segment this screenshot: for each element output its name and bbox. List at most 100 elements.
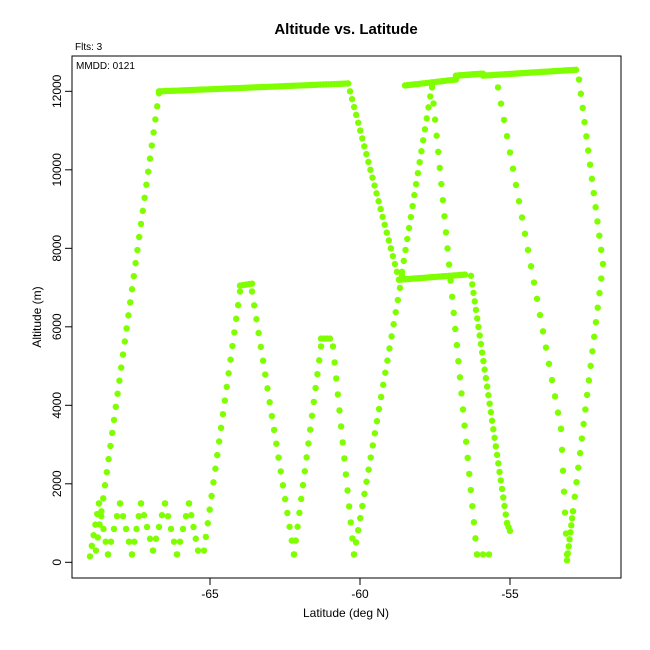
data-point [381,221,388,228]
data-point [485,391,492,399]
data-point [583,391,591,399]
data-point [502,511,509,518]
data-point [585,147,592,154]
data-point [135,512,142,520]
data-point [441,213,448,220]
data-point [102,538,109,545]
x-axis-label: Latitude (deg N) [303,606,389,620]
data-point [141,194,148,201]
data-point [497,100,505,107]
data-point [458,390,465,397]
data-point [392,308,399,316]
data-point [284,509,291,517]
data-point [96,521,103,528]
data-point [105,455,112,463]
data-point [363,478,370,485]
data-point [116,377,123,384]
data-point [390,321,397,328]
data-point [412,180,420,188]
data-point [483,383,491,390]
data-point [478,349,486,356]
data-point [561,509,569,516]
data-point [130,272,137,280]
data-point [533,295,541,302]
data-point [161,500,169,507]
data-point [103,468,111,476]
data-point [333,375,340,382]
data-point [409,202,416,210]
data-point [393,268,401,276]
data-point [204,520,211,527]
data-point [568,522,575,529]
data-point [212,465,219,472]
data-point [167,525,175,533]
data-point [312,384,319,392]
data-point [110,525,118,533]
data-point [377,393,385,401]
data-point [498,485,506,493]
data-point [139,207,146,215]
y-tick-label: 4000 [50,392,64,419]
data-point [599,260,607,268]
data-point [567,529,574,536]
data-point [467,486,474,494]
data-point [387,245,395,252]
data-point [214,451,221,459]
data-point [137,220,145,228]
x-tick-label: -60 [351,587,369,601]
data-point [86,553,94,560]
data-point [98,512,105,520]
data-point [123,325,130,332]
data-point [88,542,96,550]
data-point [470,519,478,526]
data-point [125,312,132,319]
data-point [206,506,213,513]
data-point [188,512,195,519]
data-point [155,523,163,531]
data-point [359,135,366,142]
data-point [146,155,154,162]
data-point [158,512,166,519]
data-point [495,460,502,467]
data-point [560,488,568,495]
data-point [134,246,141,254]
data-point [355,119,362,126]
data-point [459,406,467,413]
data-point [308,412,316,419]
data-point [474,315,481,322]
data-point [307,426,314,433]
data-point [539,328,547,335]
data-point [433,132,440,139]
data-point [500,494,507,501]
data-point [394,296,402,304]
data-point [299,481,307,489]
data-point [104,551,112,558]
data-point [559,467,567,474]
data-point [515,198,523,205]
data-point [133,525,140,533]
data-point [194,547,202,554]
data-point [492,443,500,450]
data-point [551,393,559,400]
data-point [101,482,109,489]
data-point [471,298,478,305]
data-point [565,543,572,550]
data-point [389,252,397,260]
date-annotation: MMDD: 0121 [76,61,135,72]
data-point [143,523,151,531]
data-point [506,527,514,535]
data-point [582,406,589,413]
data-point [341,455,348,462]
x-axis: -65 -60 -55 [201,577,519,601]
data-point [455,357,462,365]
data-point [369,174,376,181]
data-point [231,329,238,336]
data-point [118,364,125,371]
data-point [585,377,593,384]
data-point [571,493,578,500]
data-point [219,410,227,418]
data-point [435,148,442,156]
data-point [200,547,208,554]
flights-annotation: Flts: 3 [75,42,103,53]
